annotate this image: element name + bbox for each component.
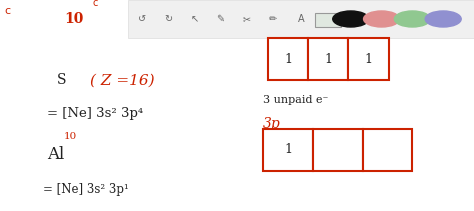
Bar [268, 38, 308, 80]
Text: A: A [298, 14, 304, 24]
Text: = [Ne] 3s² 3p¹: = [Ne] 3s² 3p¹ [43, 183, 128, 196]
Text: S: S [57, 73, 66, 87]
Text: 10: 10 [64, 132, 77, 141]
Text: ✎: ✎ [216, 14, 225, 24]
Text: 1: 1 [324, 53, 332, 66]
Bar [313, 129, 363, 171]
Text: 1: 1 [365, 53, 373, 66]
Text: 10: 10 [64, 12, 83, 26]
Circle shape [394, 11, 430, 27]
Text: c: c [5, 6, 11, 16]
Text: ✏: ✏ [268, 14, 277, 24]
Text: 1: 1 [284, 143, 292, 156]
Circle shape [425, 11, 461, 27]
Bar [363, 129, 412, 171]
Circle shape [333, 11, 369, 27]
Text: ( Z =16): ( Z =16) [90, 73, 155, 87]
Bar [128, 0, 474, 38]
Text: 3p: 3p [263, 118, 281, 131]
Text: = [Ne] 3s² 3p⁴: = [Ne] 3s² 3p⁴ [47, 107, 144, 120]
Bar [308, 38, 348, 80]
Bar [315, 13, 341, 27]
Text: c: c [92, 0, 98, 8]
Text: ✂: ✂ [242, 14, 251, 24]
Text: ↻: ↻ [164, 14, 173, 24]
Text: 3 unpaid e⁻: 3 unpaid e⁻ [263, 95, 328, 105]
Bar [348, 38, 389, 80]
Bar [263, 129, 313, 171]
Circle shape [364, 11, 400, 27]
Text: Al: Al [47, 146, 64, 162]
Text: 1: 1 [284, 53, 292, 66]
Text: ↖: ↖ [190, 14, 199, 24]
Text: ↺: ↺ [138, 14, 146, 24]
